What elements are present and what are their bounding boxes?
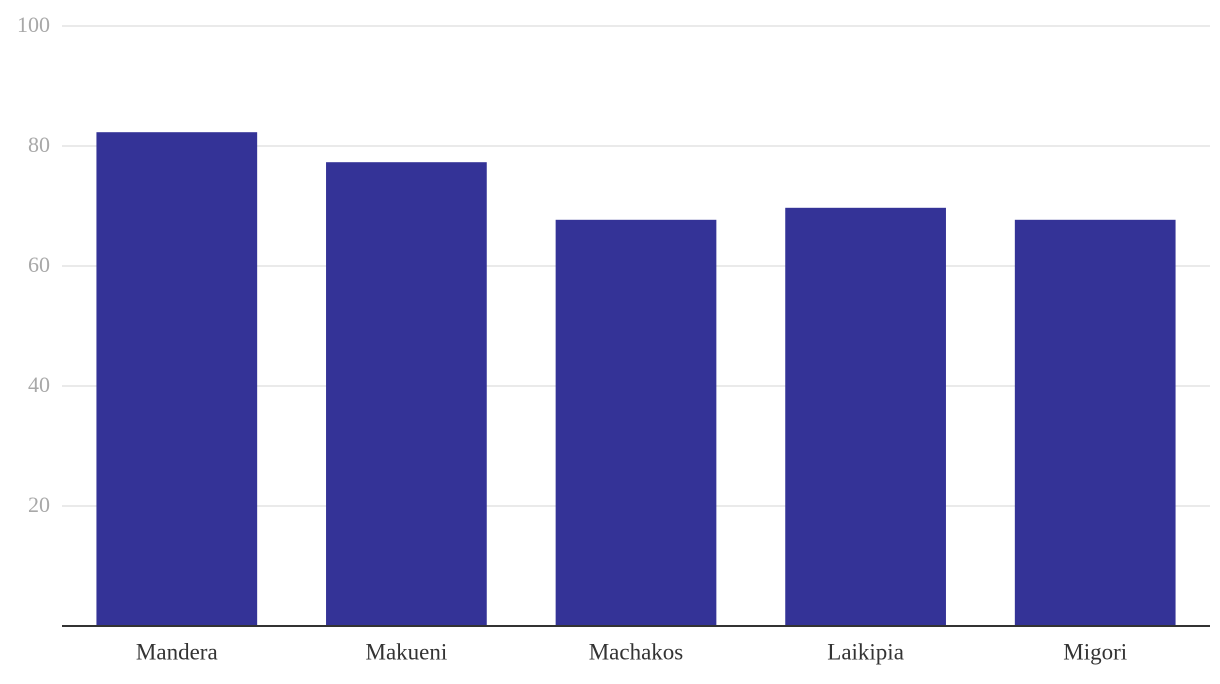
y-tick-label: 20 bbox=[28, 492, 50, 517]
bar bbox=[555, 219, 717, 627]
x-tick-label: Mandera bbox=[136, 639, 218, 664]
y-tick-label: 40 bbox=[28, 372, 50, 397]
x-tick-label: Migori bbox=[1063, 639, 1127, 664]
bar bbox=[96, 132, 258, 626]
bar bbox=[1014, 219, 1176, 627]
x-tick-label: Laikipia bbox=[827, 639, 904, 664]
x-tick-label: Machakos bbox=[589, 639, 684, 664]
bar bbox=[326, 162, 487, 626]
bar bbox=[785, 207, 946, 627]
y-tick-label: 80 bbox=[28, 132, 50, 157]
y-tick-label: 100 bbox=[17, 12, 50, 37]
x-tick-label: Makueni bbox=[366, 639, 448, 664]
y-tick-label: 60 bbox=[28, 252, 50, 277]
